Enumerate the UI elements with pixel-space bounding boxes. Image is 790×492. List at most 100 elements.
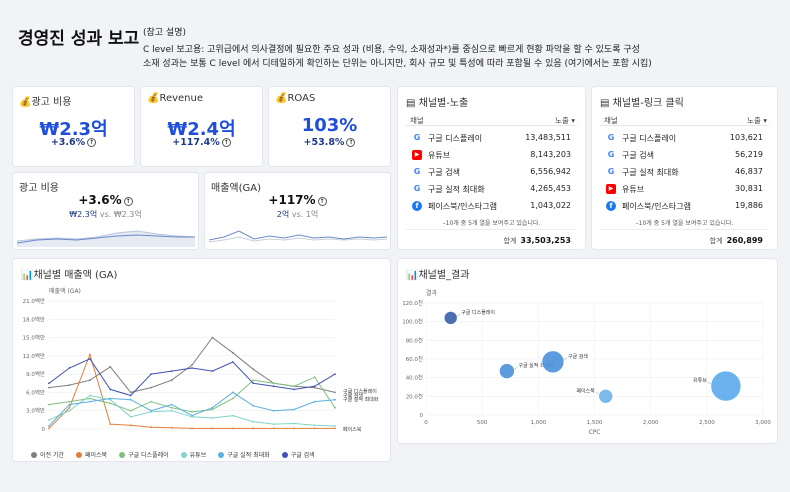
legend-label: 구글 검색 (290, 452, 315, 459)
series-point (272, 382, 275, 385)
series-point (272, 427, 275, 430)
legend-swatch (119, 452, 126, 458)
series-point (252, 379, 255, 382)
series-point (170, 403, 173, 406)
table-icon: ▤ (600, 98, 610, 109)
table-header: 채널 노출 ▾ (600, 112, 769, 126)
series-end-label: 구글 검색 (343, 392, 363, 399)
chart-legend: 이전 기간 페이스북 구글 디스플레이 유튜브 구글 실적 최대화 구글 검색 (31, 450, 327, 459)
x-tick-label: 0 (424, 420, 428, 426)
scatter-point (499, 363, 515, 379)
spark-compare: 2억 vs. 1억 (276, 210, 319, 219)
series-line (48, 391, 336, 427)
x-tick-label: 1,500 (587, 420, 603, 426)
series-point (272, 409, 275, 412)
y-tick-label: 60.0천 (406, 355, 423, 363)
series-point (150, 373, 153, 375)
spark-value: +3.6% ↑ (78, 193, 133, 207)
legend-item[interactable]: 페이스북 (76, 452, 107, 459)
series-point (109, 402, 112, 405)
legend-item[interactable]: 구글 디스플레이 (119, 452, 169, 459)
table-row: G 구글 실적 최대화 46,837 (607, 167, 763, 177)
series-point (232, 397, 234, 400)
series-point (89, 353, 91, 356)
series-point (211, 336, 214, 339)
series-point (129, 424, 132, 427)
y-tick-label: 3.0백만 (26, 407, 45, 415)
legend-label: 유튜브 (189, 452, 207, 459)
series-point (334, 373, 336, 375)
series-point (334, 406, 336, 409)
column-header-sort[interactable]: 노출 ▾ (747, 116, 767, 125)
legend-swatch (281, 452, 288, 458)
series-point (211, 408, 214, 411)
series-point (170, 426, 173, 429)
revenue-by-channel-chart-card: 📊채널별 매출액 (GA) 매출액 (GA) 0 3.0백만 6.0백만 9.0백만 12… (12, 258, 391, 462)
series-point (109, 423, 112, 425)
kpi-card-roas: 💰ROAS 103% +53.8% ↑ (268, 86, 391, 167)
clicks-table-card: ▤ 채널별-링크 클릭 채널 노출 ▾ G 구글 디스플레이 103,621 G 구글… (591, 86, 778, 250)
divider (406, 229, 577, 230)
point-leader-line (595, 392, 599, 395)
series-point (150, 386, 153, 389)
note-line-2: 소재 성과는 보통 C level 에서 디테일하게 확인하는 단위는 아니지만… (143, 59, 652, 69)
table-title: ▤ 채널별-노출 (406, 98, 469, 109)
money-bag-icon: 💰 (19, 97, 32, 108)
table-row: G 구글 디스플레이 103,621 (607, 133, 763, 143)
y-tick-label: 40.0천 (406, 374, 423, 382)
table-title: ▤ 채널별-링크 클릭 (600, 98, 684, 109)
table-row: G 구글 실적 최대화 4,265,453 (413, 184, 571, 194)
point-label: 구글 디스플레이 (461, 309, 495, 316)
series-point (68, 367, 71, 369)
point-label: 페이스북 (576, 387, 595, 394)
series-point (68, 384, 71, 386)
column-header-sort[interactable]: 노출 ▾ (555, 116, 575, 125)
spark-card-ad-cost: 광고 비용 +3.6% ↑ ₩2.3억 vs. ₩2.3억 (12, 172, 199, 250)
series-point (89, 400, 91, 403)
point-leader-line (514, 366, 518, 370)
y-tick-label: 9.0백만 (26, 370, 45, 378)
series-point (334, 391, 336, 394)
series-point (211, 370, 214, 372)
scatter-chart: 결과 0 20.0천 40.0천 60.0천 80.0천 100.0천 120.0천 0 500 1… (402, 289, 771, 436)
legend-item[interactable]: 유튜브 (180, 452, 207, 459)
series-point (293, 408, 295, 411)
legend-item[interactable]: 구글 실적 최대화 (218, 452, 270, 459)
series-point (232, 391, 234, 394)
scatter-point (541, 350, 565, 374)
series-end-label: 구글 디스플레이 (343, 388, 377, 395)
google-icon: G (413, 167, 421, 176)
spark-value: +117% ↑ (268, 193, 327, 207)
series-point (272, 385, 275, 388)
spark-card-revenue: 매출액(GA) +117% ↑ 2억 vs. 1억 (204, 172, 391, 250)
table-total: 합계 260,899 (709, 236, 763, 245)
point-leader-line (457, 313, 461, 317)
kpi-label: 💰Revenue (147, 93, 204, 104)
series-point (68, 403, 71, 406)
chart-title: 📊채널별 매출액 (GA) (21, 270, 118, 281)
legend-item[interactable]: 이전 기간 (31, 452, 64, 459)
series-point (232, 427, 234, 430)
series-point (293, 427, 295, 430)
scatter-point (710, 370, 742, 402)
note-line-1: C level 보고용: 고위급에서 의사결정에 필요한 주요 성과 (비용, … (143, 45, 640, 55)
google-icon: G (413, 184, 421, 193)
column-header-channel: 채널 (410, 116, 424, 125)
y-tick-label: 21.0백만 (23, 297, 45, 305)
table-row: ▶ 유튜브 8,143,203 (406, 147, 577, 164)
series-point (170, 409, 173, 412)
facebook-icon: f (412, 201, 422, 211)
google-icon: G (607, 150, 615, 159)
x-tick-label: 3,000 (755, 420, 771, 426)
arrow-up-icon: ↑ (123, 197, 133, 206)
series-point (48, 386, 50, 389)
table-footnote: –10개 중 5개 열을 보여주고 있습니다. (442, 220, 541, 227)
kpi-label: 💰광고 비용 (19, 97, 72, 108)
series-point (48, 427, 50, 430)
series-point (293, 385, 295, 388)
legend-item[interactable]: 구글 검색 (281, 452, 315, 459)
kpi-value: ₩2.4억 (167, 119, 236, 140)
series-point (48, 403, 50, 406)
table-icon: ▤ (406, 98, 416, 109)
y-tick-label: 100.0천 (402, 318, 423, 326)
